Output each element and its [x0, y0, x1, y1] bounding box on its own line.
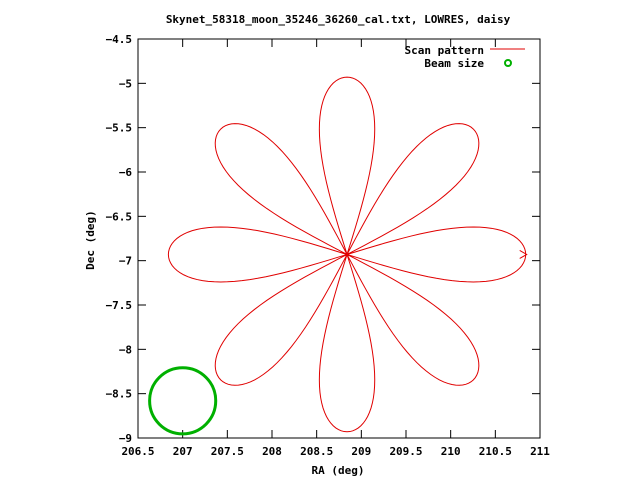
y-tick-label: −9 — [119, 432, 132, 445]
scan-end-arrow — [519, 250, 528, 259]
x-tick-label: 207 — [173, 445, 193, 458]
legend: Scan pattern Beam size — [405, 44, 525, 70]
y-axis: −9 −8.5 −8 −7.5 −7 −6.5 −6 −5.5 −5 −4.5 — [106, 33, 540, 445]
x-tick-label: 210 — [441, 445, 461, 458]
chart-title: Skynet_58318_moon_35246_36260_cal.txt, L… — [166, 13, 511, 26]
beam-size-circle — [148, 366, 218, 436]
x-tick-label: 206.5 — [121, 445, 154, 458]
y-tick-label: −7.5 — [106, 299, 133, 312]
x-tick-label: 207.5 — [211, 445, 244, 458]
y-tick-label: −7 — [119, 255, 132, 268]
x-axis-label: RA (deg) — [312, 464, 365, 477]
x-tick-label: 209 — [351, 445, 371, 458]
y-tick-label: −5 — [119, 77, 132, 90]
y-tick-label: −8 — [119, 343, 132, 356]
y-tick-label: −4.5 — [106, 33, 133, 46]
x-tick-label: 210.5 — [479, 445, 512, 458]
x-tick-label: 209.5 — [389, 445, 422, 458]
y-tick-label: −5.5 — [106, 122, 133, 135]
x-tick-label: 211 — [530, 445, 550, 458]
scan-pattern-line — [167, 76, 527, 433]
x-tick-label: 208.5 — [300, 445, 333, 458]
plot-area — [148, 76, 528, 436]
y-tick-label: −6.5 — [106, 210, 133, 223]
y-axis-label: Dec (deg) — [84, 210, 97, 270]
plot-frame — [137, 38, 541, 439]
legend-label-beam-size: Beam size — [424, 57, 484, 70]
y-tick-label: −6 — [119, 166, 133, 179]
y-tick-label: −8.5 — [106, 388, 133, 401]
legend-swatch-beam-size — [504, 59, 512, 67]
x-axis: 206.5 207 207.5 208 208.5 209 209.5 210 210.5 211 — [121, 39, 550, 458]
legend-label-scan-pattern: Scan pattern — [405, 44, 484, 57]
x-tick-label: 208 — [262, 445, 282, 458]
